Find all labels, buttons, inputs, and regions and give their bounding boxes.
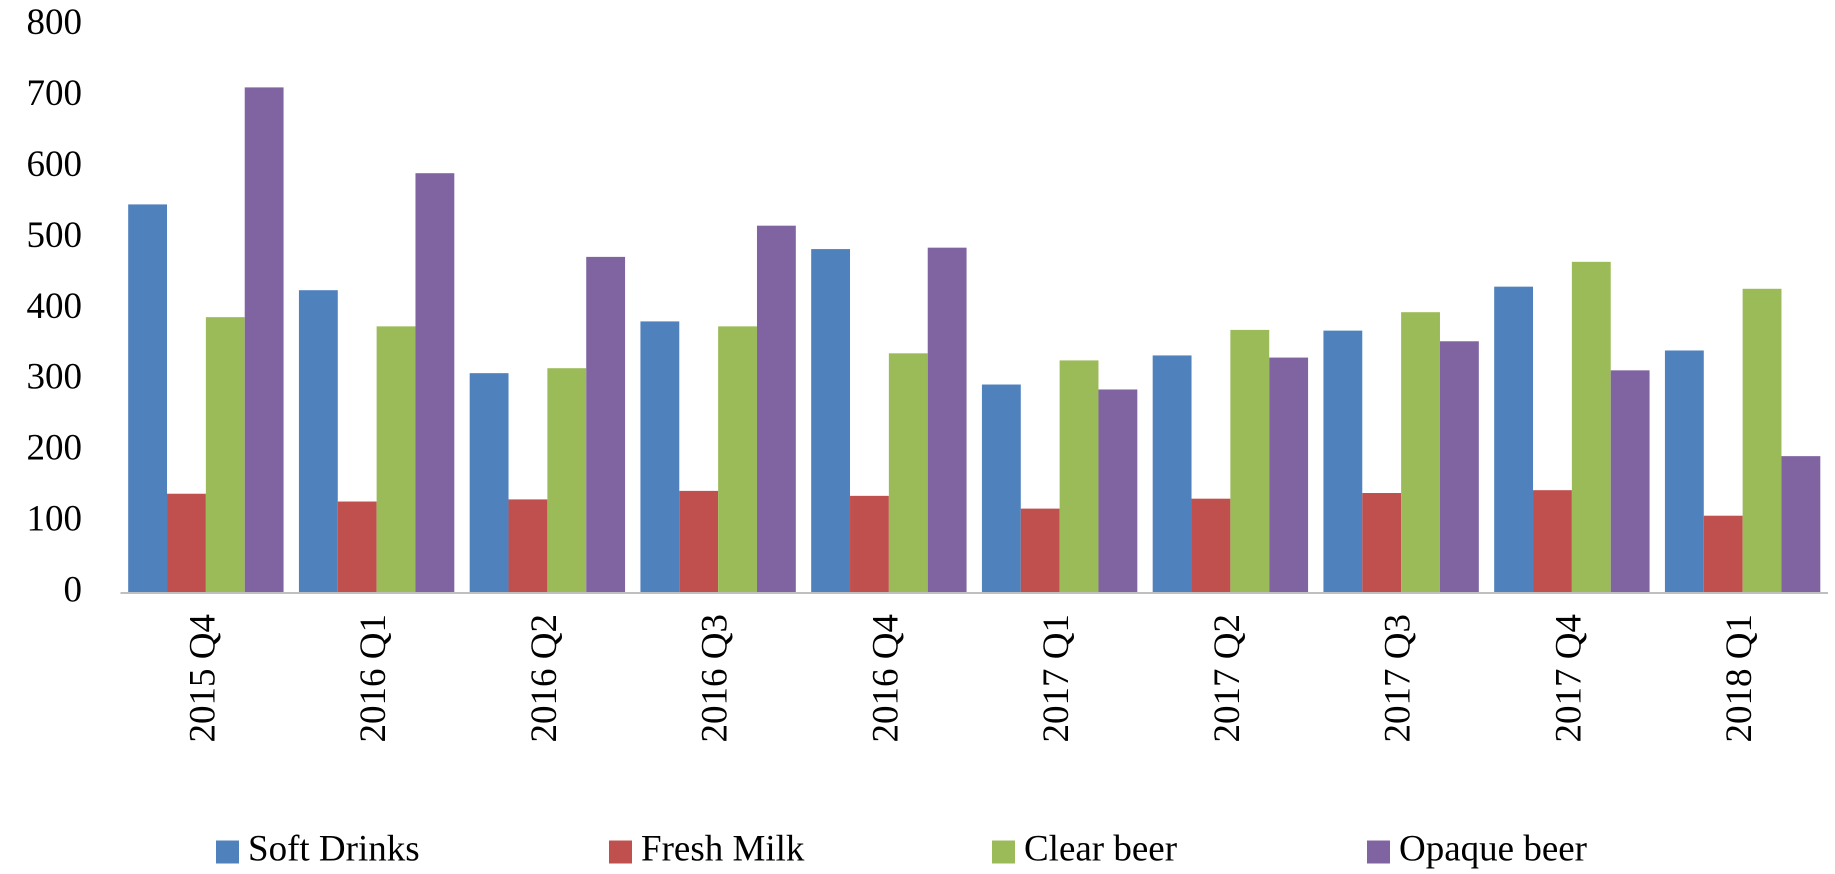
x-tick-label: 2017 Q2 [1207, 614, 1248, 742]
bar [508, 499, 548, 593]
y-tick-label: 700 [27, 73, 83, 114]
legend-label: Soft Drinks [248, 828, 420, 869]
y-tick-label: 600 [27, 144, 83, 185]
legend-label: Fresh Milk [641, 828, 805, 869]
bar [1439, 341, 1479, 593]
bar [718, 326, 757, 593]
bar [850, 495, 889, 593]
bar [1098, 389, 1138, 593]
bar [640, 321, 680, 593]
x-tick-label: 2016 Q4 [865, 614, 906, 742]
bar [547, 368, 587, 593]
legend-label: Clear beer [1024, 828, 1177, 869]
y-tick-label: 200 [27, 428, 83, 469]
x-tick-label: 2016 Q2 [524, 614, 565, 742]
bar [679, 490, 719, 593]
bar [128, 204, 168, 593]
x-tick-label: 2016 Q1 [353, 614, 394, 742]
legend-swatch [992, 840, 1015, 864]
legend-swatch [609, 840, 632, 864]
y-tick-label: 800 [27, 2, 83, 43]
bar [1020, 508, 1060, 593]
bar [1152, 355, 1192, 593]
bar [1610, 370, 1650, 593]
bar [167, 493, 206, 593]
legend-swatch [1367, 840, 1390, 864]
bar [811, 249, 851, 593]
bar [1269, 357, 1309, 593]
x-tick-label: 2017 Q4 [1548, 614, 1589, 742]
bar [205, 317, 245, 593]
bar [1191, 498, 1231, 593]
bar [244, 87, 284, 594]
bar [1401, 312, 1440, 593]
x-tick-label: 2017 Q1 [1036, 614, 1077, 742]
x-tick-label: 2016 Q3 [695, 614, 736, 742]
y-tick-label: 300 [27, 357, 83, 398]
bar [1362, 493, 1402, 593]
bar [1230, 329, 1270, 593]
bar [1323, 330, 1363, 593]
bar [298, 290, 338, 593]
x-tick-label: 2017 Q3 [1378, 614, 1419, 742]
y-tick-label: 400 [27, 286, 83, 327]
bar [337, 501, 377, 593]
bar [1059, 360, 1099, 593]
bar [376, 326, 416, 593]
y-tick-label: 500 [27, 215, 83, 256]
bar [1703, 515, 1743, 593]
bar [415, 173, 455, 593]
bar [586, 256, 626, 593]
bar [756, 225, 796, 593]
bar [1664, 350, 1704, 593]
legend-label: Opaque beer [1399, 828, 1587, 869]
x-tick-label: 2015 Q4 [182, 614, 223, 742]
x-tick-label: 2018 Q1 [1719, 614, 1760, 742]
bar [469, 373, 509, 593]
legend-swatch [216, 840, 239, 864]
bar [1494, 286, 1534, 593]
y-tick-label: 0 [64, 569, 83, 610]
bar [1742, 288, 1782, 593]
bar [981, 384, 1021, 593]
y-tick-label: 100 [27, 499, 83, 540]
bar [1533, 490, 1572, 593]
bar [927, 247, 967, 593]
bar [888, 353, 928, 593]
bar [1571, 261, 1611, 593]
bar [1781, 456, 1821, 593]
